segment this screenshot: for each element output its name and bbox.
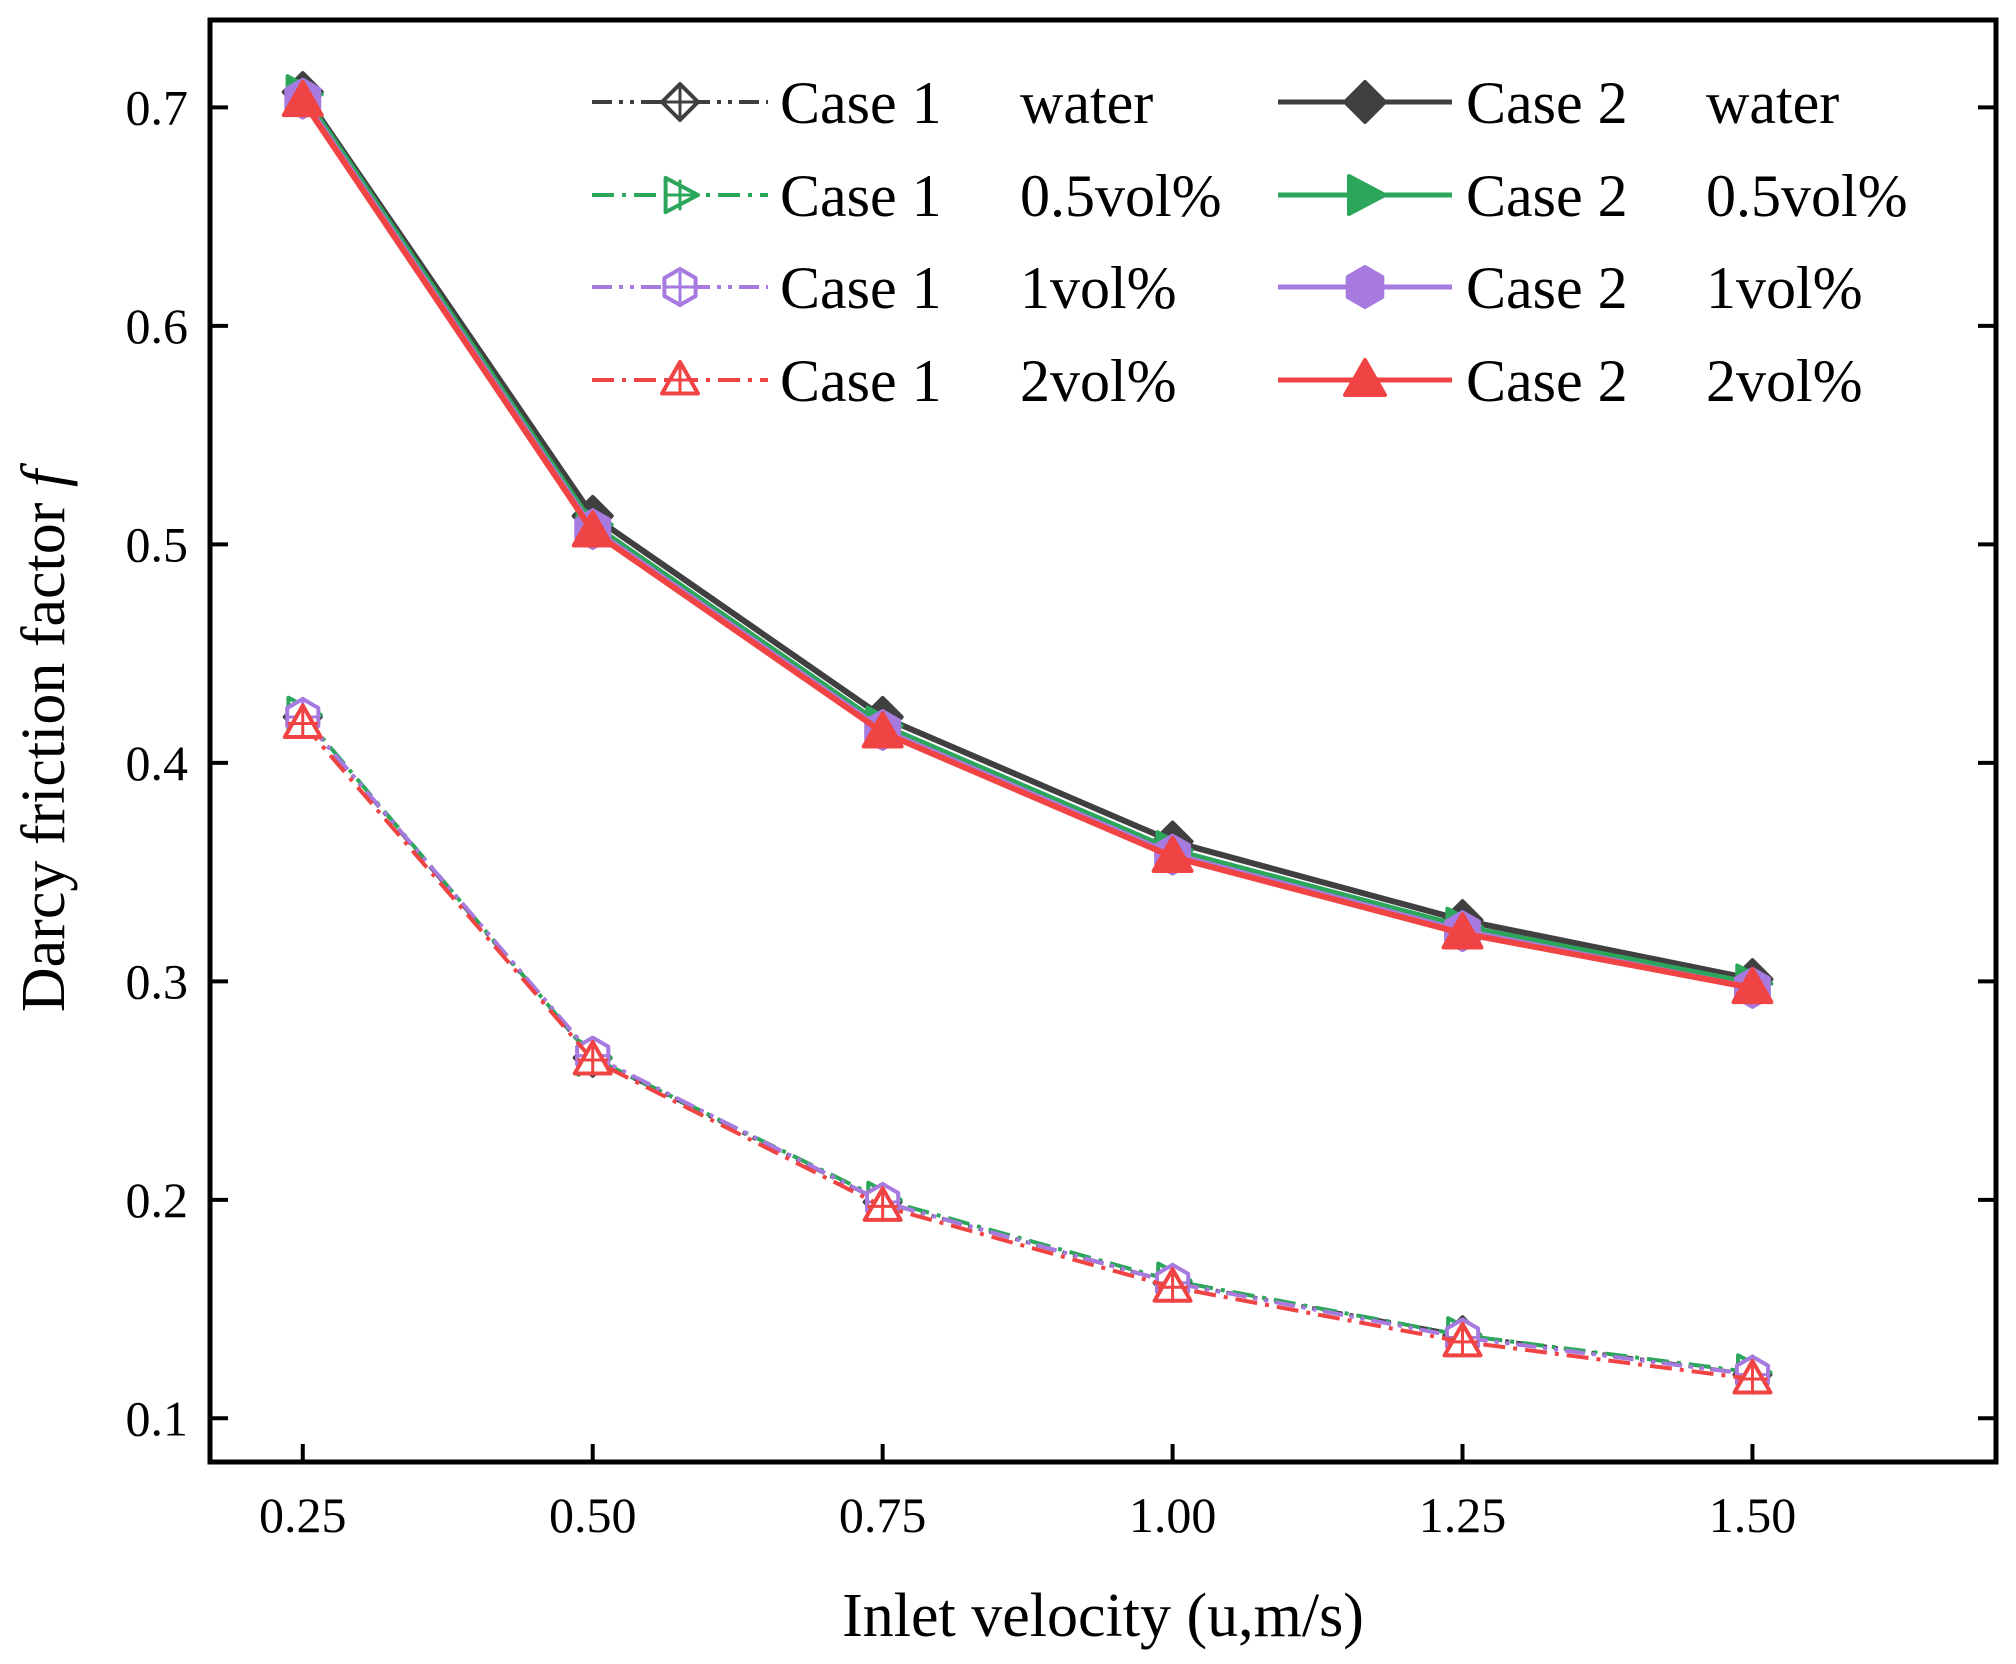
data-point [1732, 1358, 1773, 1395]
legend-marker [1343, 358, 1387, 397]
legend-entry: Case 2 water [1278, 70, 1839, 136]
y-tick-label: 0.6 [126, 298, 189, 354]
series-layer [281, 71, 1774, 1395]
legend-label-fluid: water [1020, 70, 1153, 136]
legend-label-case: Case 1 [780, 348, 942, 414]
data-point [1441, 912, 1484, 950]
legend-entry: Case 2 1vol% [1278, 255, 1863, 321]
legend-label-fluid: 1vol% [1020, 255, 1177, 321]
legend-label-case: Case 2 [1466, 348, 1628, 414]
y-tick-label: 0.3 [126, 953, 189, 1009]
legend-label-case: Case 1 [780, 163, 942, 229]
series-line [301, 713, 1753, 1375]
legend-marker [663, 175, 700, 215]
y-tick-label: 0.2 [126, 1172, 189, 1228]
legend-label-fluid: 1vol% [1706, 255, 1863, 321]
series-line [301, 715, 1753, 1377]
y-tick-label: 0.1 [126, 1390, 189, 1446]
x-axis: 0.25 0.50 0.75 1.00 1.25 1.50 [259, 1444, 1796, 1543]
series-line [300, 90, 1754, 983]
legend-entry: Case 1 0.5vol% [592, 163, 1222, 229]
legend-marker [662, 267, 698, 307]
x-axis-title: Inlet velocity (u,m/s) [842, 1582, 1364, 1650]
legend-entry: Case 2 2vol% [1278, 348, 1863, 414]
y-axis-title-text: Darcy friction factor [10, 487, 78, 1012]
plot-frame [207, 17, 1999, 1465]
legend-label-fluid: 2vol% [1020, 348, 1177, 414]
legend-label-fluid: 0.5vol% [1020, 163, 1222, 229]
data-point [1442, 1321, 1483, 1358]
y-tick-label: 0.7 [126, 79, 189, 135]
y-tick-label: 0.4 [126, 735, 189, 791]
legend-marker [1347, 174, 1387, 216]
data-point [1152, 1267, 1193, 1303]
legend-entry: Case 2 0.5vol% [1278, 163, 1908, 229]
data-point [572, 1039, 613, 1076]
x-tick-label: 0.50 [549, 1487, 637, 1543]
series-line [300, 99, 1754, 991]
x-tick-label: 0.75 [839, 1487, 927, 1543]
series-4 [282, 703, 1773, 1395]
legend-marker [1345, 265, 1385, 309]
legend-label-fluid: 0.5vol% [1706, 163, 1908, 229]
data-point [571, 510, 614, 548]
data-point [1151, 835, 1194, 874]
legend-label-case: Case 2 [1466, 163, 1628, 229]
y-axis: 0.1 0.2 0.3 0.4 0.5 0.6 0.7 [126, 79, 1996, 1446]
legend-entry: Case 1 water [592, 70, 1153, 136]
data-point [281, 79, 324, 118]
legend-entry: Case 1 2vol% [592, 348, 1177, 414]
data-point [861, 711, 904, 749]
legend-label-case: Case 2 [1466, 70, 1628, 136]
x-tick-label: 1.25 [1419, 1487, 1507, 1543]
legend-marker [660, 82, 700, 122]
x-tick-label: 1.00 [1129, 1487, 1217, 1543]
series-8 [281, 79, 1774, 1005]
x-tick-label: 0.25 [259, 1487, 347, 1543]
legend-label-case: Case 1 [780, 70, 942, 136]
data-point [282, 703, 323, 740]
legend-label-case: Case 2 [1466, 255, 1628, 321]
y-axis-title: Darcy friction factor f [10, 462, 78, 1012]
legend-label-case: Case 1 [780, 255, 942, 321]
data-point [862, 1186, 903, 1222]
legend-marker [1343, 80, 1387, 124]
x-tick-label: 1.50 [1709, 1487, 1797, 1543]
legend-label-fluid: 2vol% [1706, 348, 1863, 414]
legend-entry: Case 1 1vol% [592, 255, 1177, 321]
data-point [1731, 966, 1774, 1005]
y-tick-label: 0.5 [126, 516, 189, 572]
legend-marker [660, 360, 700, 396]
legend-label-fluid: water [1706, 70, 1839, 136]
